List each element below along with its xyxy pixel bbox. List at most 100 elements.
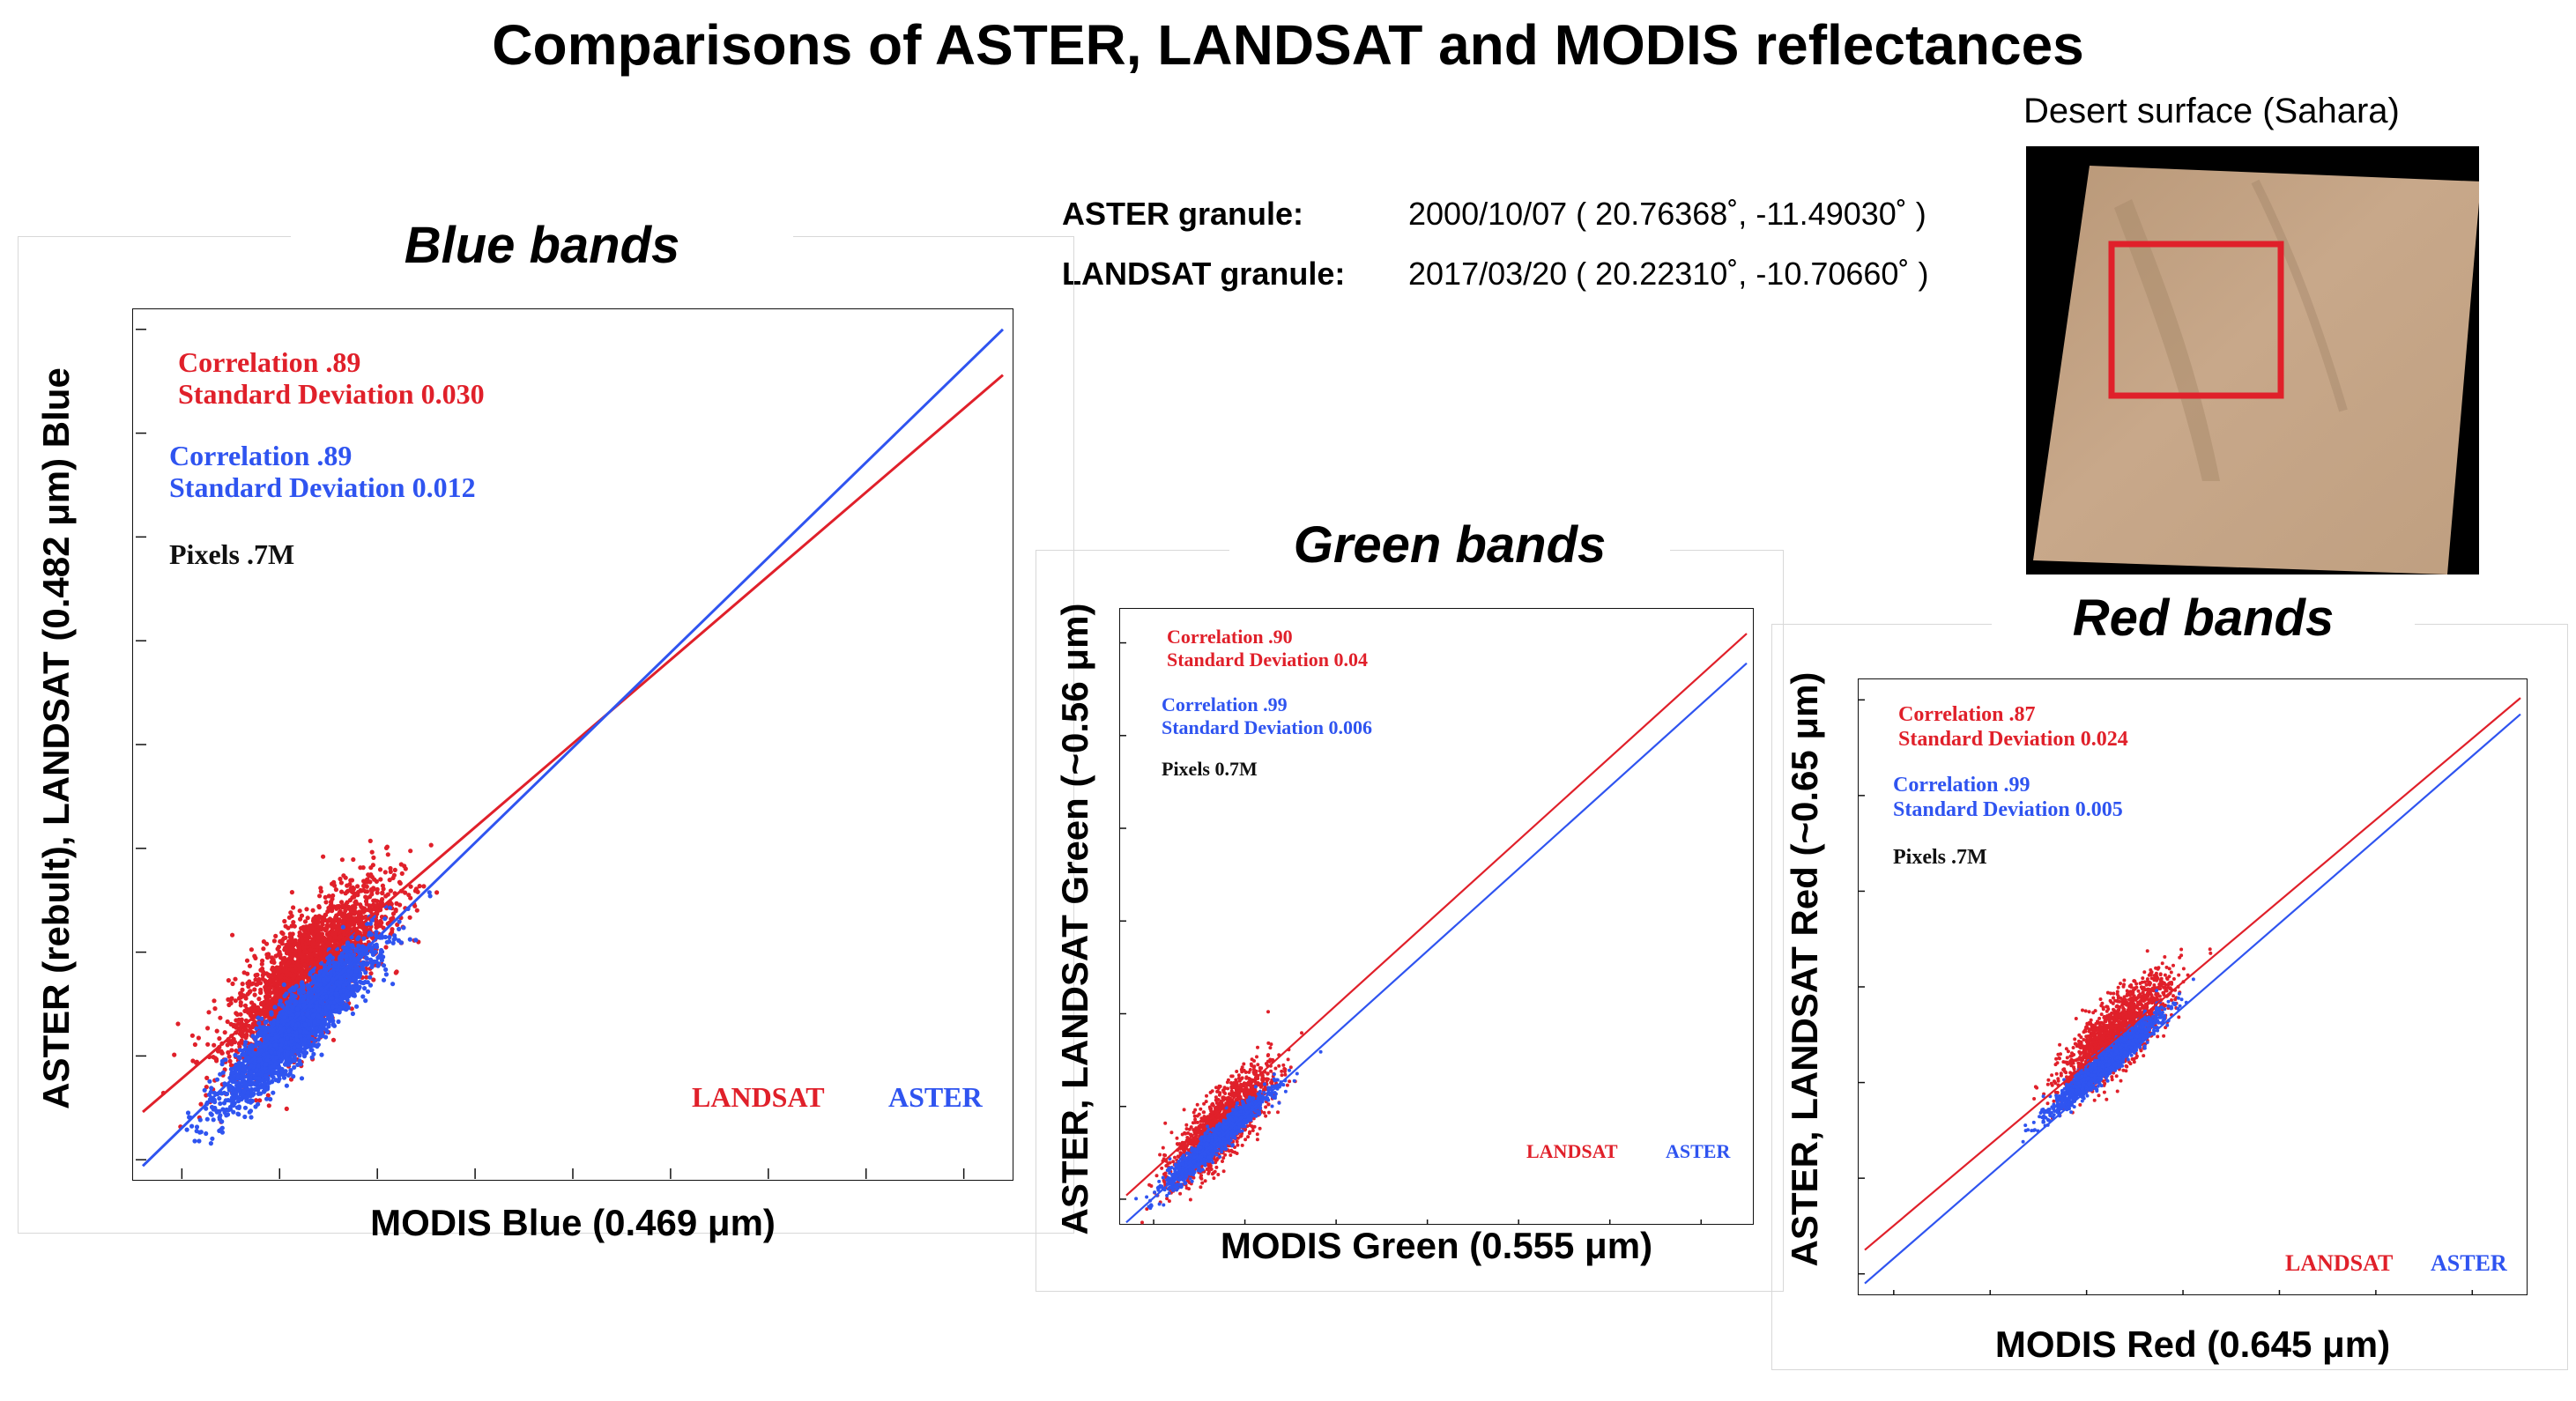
data-point	[189, 1123, 195, 1129]
data-point	[383, 893, 389, 899]
data-point	[383, 845, 390, 851]
data-point	[390, 940, 396, 945]
data-point	[355, 884, 360, 889]
data-point	[286, 1072, 291, 1078]
data-point	[316, 919, 322, 925]
data-point	[281, 1075, 287, 1080]
data-point	[322, 915, 327, 920]
data-point	[375, 886, 380, 893]
data-point	[350, 908, 355, 913]
data-point	[244, 1086, 249, 1091]
data-point	[254, 1026, 259, 1031]
data-point	[353, 948, 359, 953]
data-point	[259, 1001, 264, 1006]
data-point	[207, 1079, 212, 1084]
data-point	[285, 1004, 290, 1010]
data-point	[281, 968, 286, 974]
data-point	[341, 929, 346, 934]
data-point	[229, 1041, 234, 1047]
data-point	[316, 915, 323, 920]
landsat-granule-value: 2017/03/20 ( 20.22310˚, -10.70660˚ )	[1408, 256, 1929, 292]
data-point	[268, 1096, 273, 1102]
data-point	[412, 903, 418, 908]
data-point	[289, 923, 294, 929]
data-point	[256, 1004, 261, 1011]
data-point	[350, 1011, 355, 1017]
data-point	[316, 976, 322, 982]
data-point	[353, 899, 359, 904]
data-point	[204, 1075, 210, 1080]
data-point	[274, 987, 279, 992]
data-point	[406, 893, 412, 898]
data-point	[323, 900, 329, 905]
data-point	[212, 1042, 217, 1048]
data-point	[219, 1119, 225, 1124]
data-point	[253, 1043, 258, 1049]
data-point	[192, 1041, 197, 1048]
data-point	[391, 872, 397, 878]
data-point	[306, 1038, 311, 1043]
data-point	[267, 978, 272, 983]
data-point	[285, 973, 290, 978]
data-point	[321, 918, 326, 923]
data-point	[233, 976, 238, 982]
data-point	[374, 921, 379, 926]
data-point	[296, 967, 301, 972]
data-point	[228, 1000, 234, 1006]
data-point	[358, 961, 363, 967]
data-point	[338, 919, 344, 924]
data-point	[238, 1012, 243, 1017]
data-point	[253, 977, 258, 982]
data-point	[330, 1018, 336, 1024]
data-point	[267, 994, 272, 999]
data-point	[289, 913, 294, 919]
data-point	[225, 1042, 230, 1048]
data-point	[337, 1010, 342, 1015]
data-point	[377, 902, 382, 908]
data-point	[338, 997, 344, 1003]
data-point	[291, 953, 296, 958]
data-point	[371, 977, 376, 982]
data-point	[249, 1029, 254, 1034]
data-point	[226, 1049, 231, 1056]
data-point	[284, 942, 289, 948]
data-point	[292, 1058, 297, 1064]
data-point	[342, 916, 347, 922]
data-point	[282, 993, 287, 998]
data-point	[286, 1046, 291, 1051]
data-point	[208, 1089, 213, 1094]
data-point	[305, 1018, 310, 1023]
data-point	[305, 915, 310, 921]
data-point	[330, 931, 335, 937]
data-point	[228, 1021, 234, 1027]
data-point	[288, 947, 293, 953]
data-point	[236, 1099, 241, 1104]
data-point	[258, 1091, 264, 1096]
data-point	[392, 936, 397, 941]
data-point	[249, 947, 254, 953]
data-point	[242, 1080, 248, 1086]
data-point	[292, 1064, 297, 1070]
data-point	[260, 1026, 265, 1031]
data-point	[398, 940, 404, 945]
data-point	[219, 1127, 224, 1132]
data-point	[357, 973, 362, 978]
data-point	[427, 890, 432, 895]
data-point	[306, 1021, 311, 1027]
data-point	[240, 1034, 245, 1039]
data-point	[309, 1048, 315, 1053]
data-point	[334, 994, 339, 999]
data-point	[382, 916, 388, 922]
data-point	[327, 953, 332, 959]
data-point	[289, 890, 294, 895]
data-point	[241, 1088, 247, 1093]
data-point	[267, 1080, 272, 1086]
data-point	[301, 924, 306, 930]
data-point	[197, 1130, 203, 1135]
data-point	[264, 1086, 271, 1092]
data-point	[321, 854, 326, 859]
data-point	[317, 952, 323, 957]
data-point	[238, 990, 243, 996]
data-point	[218, 1113, 223, 1118]
data-point	[387, 935, 392, 940]
